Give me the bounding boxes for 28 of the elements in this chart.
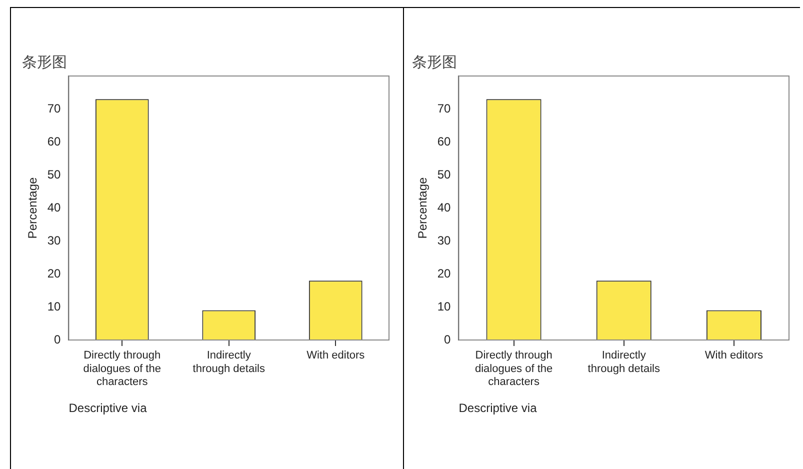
x-axis-title: Descriptive via xyxy=(68,401,148,416)
y-tick-label: 0 xyxy=(54,332,62,346)
y-tick-label: 60 xyxy=(437,134,452,148)
y-tick-label: 20 xyxy=(47,266,62,280)
y-tick-label: 0 xyxy=(444,332,452,346)
x-axis-title: Descriptive via xyxy=(458,401,538,416)
y-tick-label: 60 xyxy=(47,134,62,148)
y-tick-label: 30 xyxy=(47,233,62,248)
y-tick-label: 70 xyxy=(47,101,62,116)
y-axis-title: Percentage xyxy=(26,176,40,239)
y-tick-label: 20 xyxy=(437,266,452,280)
x-tick-label: Directly through dialogues of the characters xyxy=(83,350,161,388)
x-tick-label: Indirectly through details xyxy=(588,350,660,375)
x-tick-label: With editors xyxy=(306,350,366,362)
chart-title: 条形图 xyxy=(412,54,457,72)
y-tick-label: 40 xyxy=(437,200,452,214)
y-tick-label: 10 xyxy=(437,299,452,314)
chart-title: 条形图 xyxy=(22,54,67,72)
x-tick-label: With editors xyxy=(704,350,764,362)
y-tick-label: 10 xyxy=(47,299,62,314)
x-tick-label: Directly through dialogues of the characters xyxy=(474,350,553,388)
y-tick-label: 70 xyxy=(437,101,452,116)
x-tick-label: Indirectly through details xyxy=(192,350,266,375)
y-tick-label: 40 xyxy=(47,200,62,214)
y-tick-label: 30 xyxy=(437,233,452,248)
y-tick-label: 50 xyxy=(47,167,62,182)
y-tick-label: 50 xyxy=(437,167,452,182)
y-axis-title: Percentage xyxy=(416,176,430,239)
